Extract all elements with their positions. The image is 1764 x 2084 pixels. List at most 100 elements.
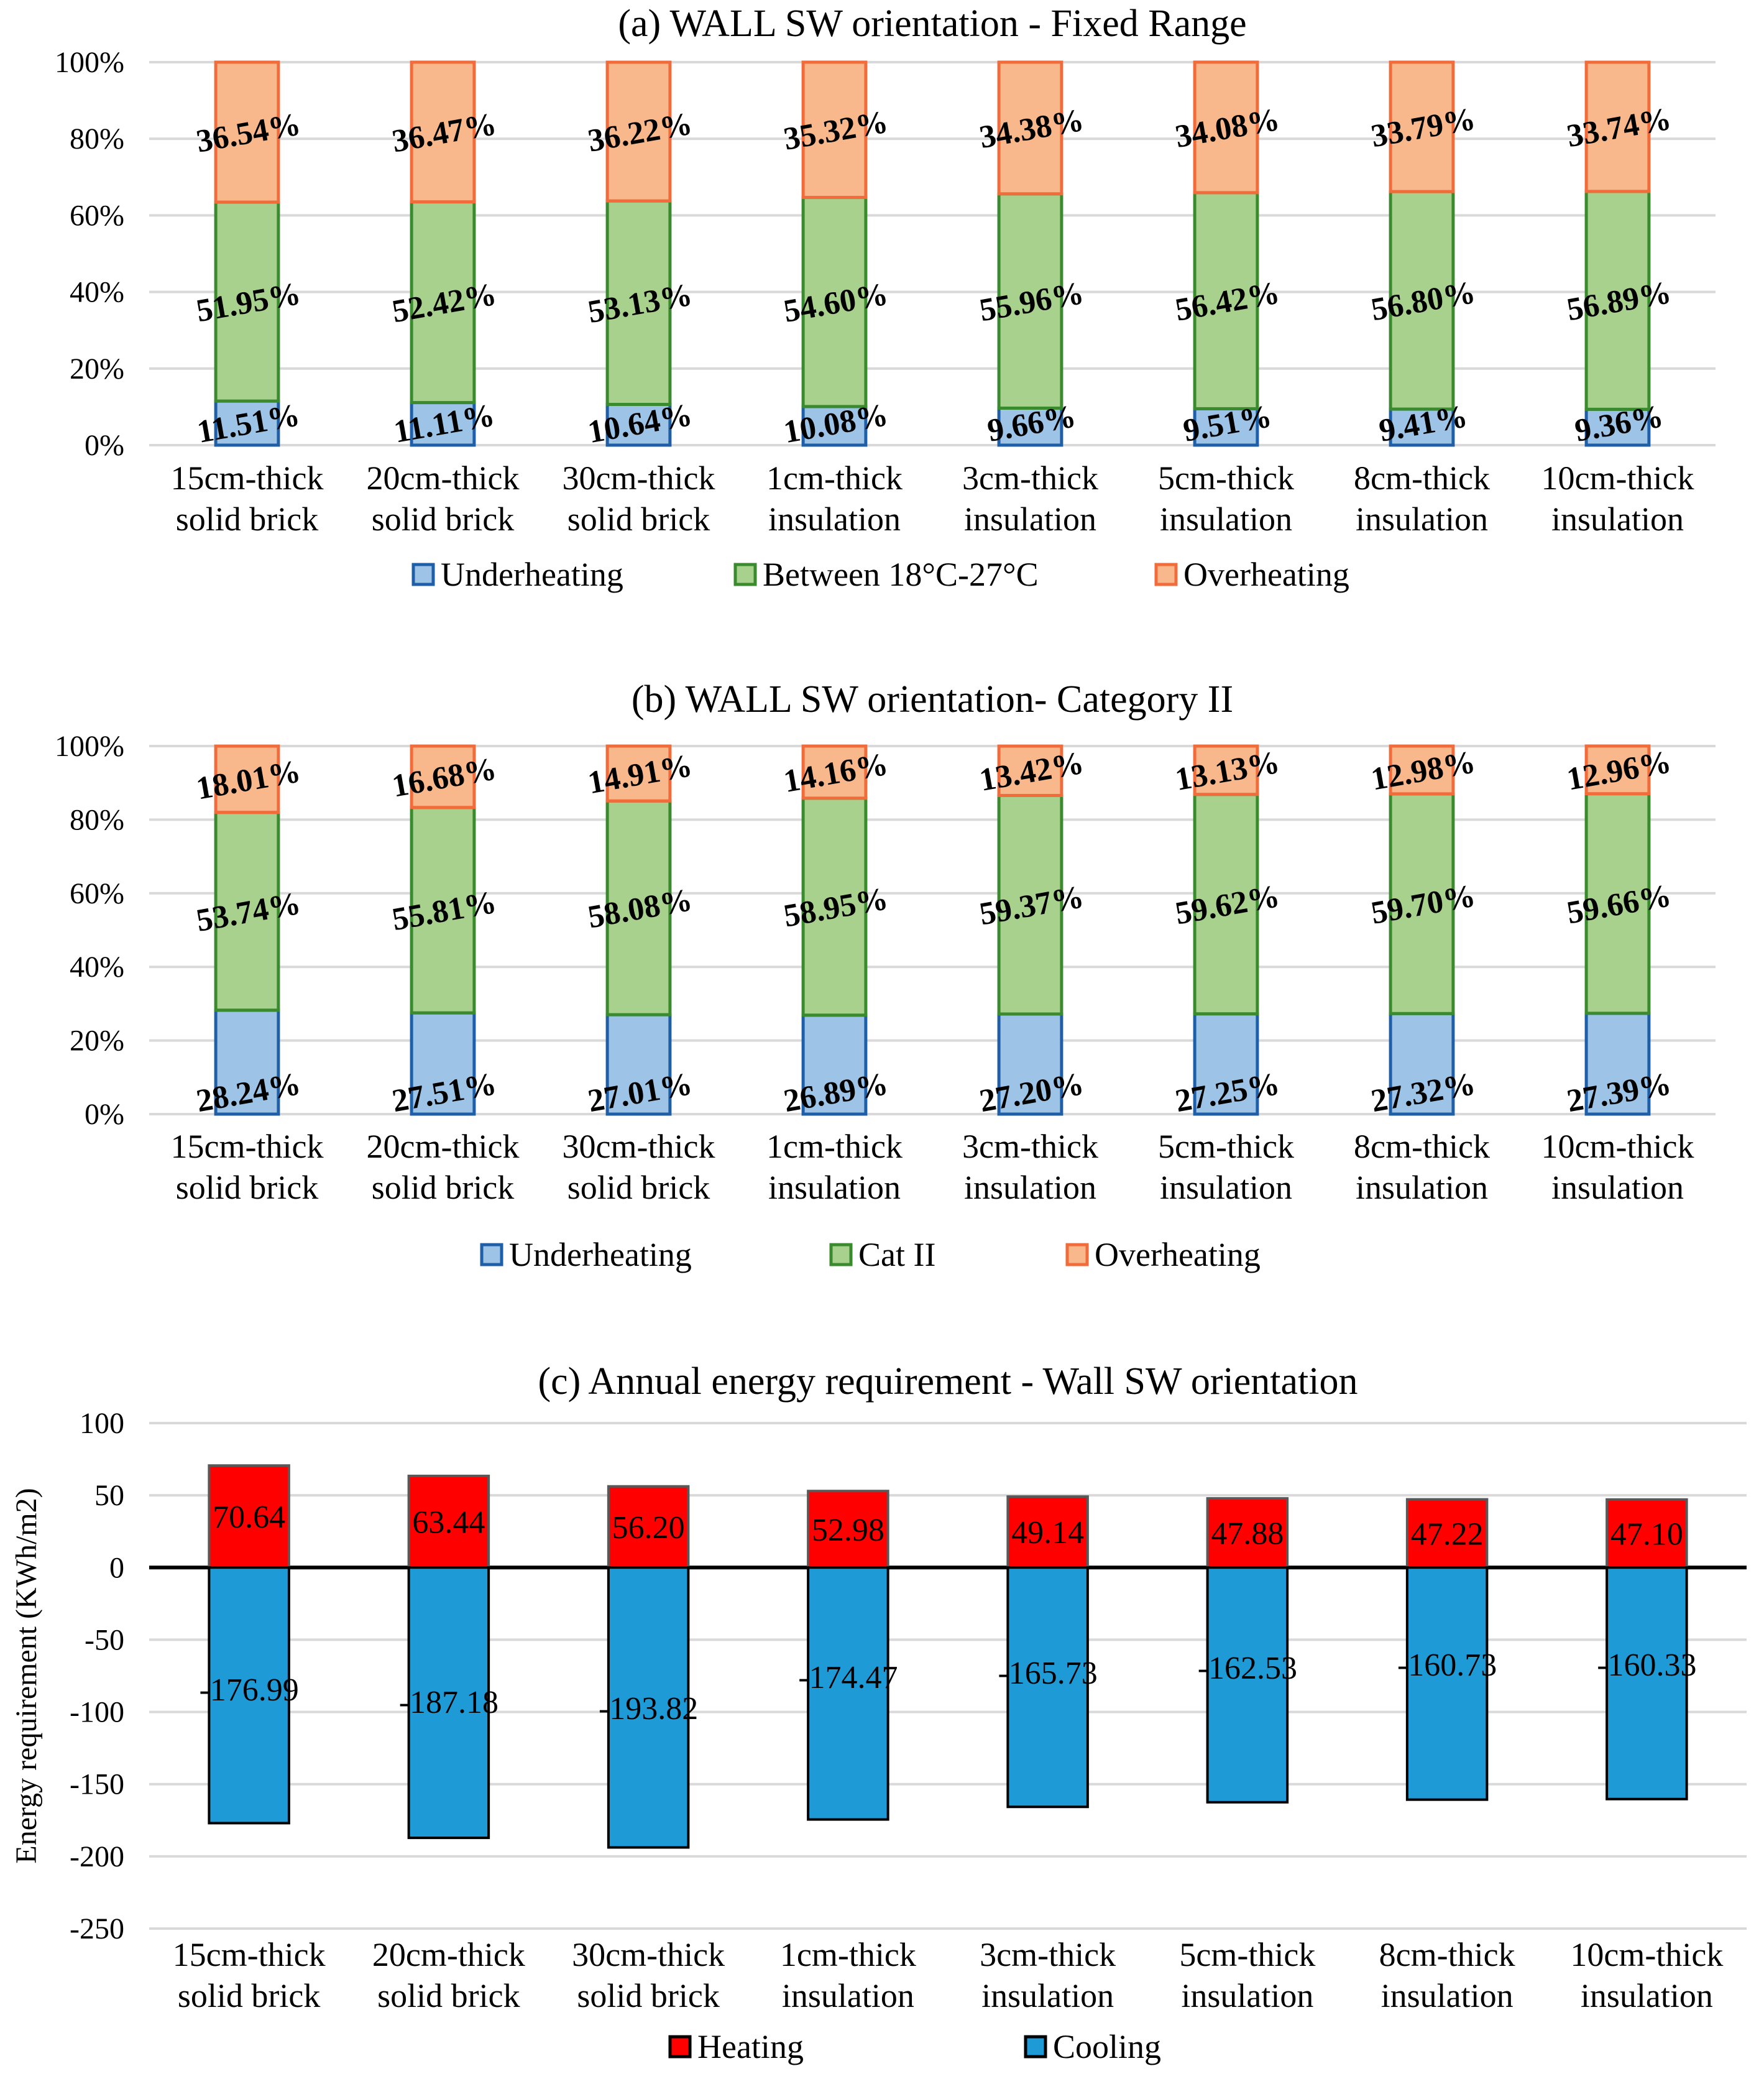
- bar-overheating: [214, 60, 280, 204]
- x-category-label: 5cm-thick: [1179, 1936, 1315, 1973]
- y-tick-label: 0%: [85, 1098, 124, 1131]
- x-category-label: insulation: [1551, 1169, 1684, 1206]
- y-tick-label: 100%: [55, 730, 124, 763]
- bar-cat-ii: [1389, 792, 1455, 1015]
- bar-cat-ii: [410, 806, 476, 1015]
- legend-label: Cat II: [858, 1236, 935, 1273]
- bar-underheating: [1584, 407, 1651, 447]
- data-label: -162.53: [1198, 1651, 1297, 1686]
- x-category-label: solid brick: [176, 500, 318, 538]
- y-tick-label: 60%: [70, 877, 124, 910]
- data-label: 63.44: [412, 1505, 485, 1541]
- x-category-label: 1cm-thick: [766, 459, 903, 497]
- x-category-label: insulation: [1356, 500, 1488, 538]
- bar-underheating: [410, 401, 476, 447]
- x-category-label: insulation: [1356, 1169, 1488, 1206]
- chart-title: (b) WALL SW orientation- Category II: [632, 678, 1233, 721]
- x-category-label: solid brick: [176, 1169, 318, 1206]
- bar-overheating: [605, 744, 672, 803]
- legend-swatch: [1154, 563, 1178, 586]
- bar-overheating: [1584, 60, 1651, 193]
- data-label: 52.98: [812, 1513, 884, 1548]
- y-tick-label: 20%: [70, 1025, 124, 1058]
- x-category-label: 30cm-thick: [572, 1936, 725, 1973]
- x-category-label: solid brick: [567, 500, 710, 538]
- legend-label: Underheating: [509, 1236, 692, 1273]
- bar-heating: [1405, 1498, 1489, 1569]
- y-tick-label: 60%: [70, 199, 124, 232]
- y-tick-label: 20%: [70, 353, 124, 385]
- x-category-label: insulation: [1160, 1169, 1292, 1206]
- data-label: -193.82: [599, 1691, 698, 1727]
- bar-cooling: [607, 1566, 690, 1849]
- y-tick-label: -50: [85, 1623, 124, 1656]
- y-tick-label: 100: [80, 1407, 124, 1440]
- x-category-label: 1cm-thick: [780, 1936, 916, 1973]
- bar-underheating: [410, 1011, 476, 1116]
- x-category-label: insulation: [1581, 1977, 1713, 2014]
- legend-label: Underheating: [441, 556, 623, 593]
- chart-c: (c) Annual energy requirement - Wall SW …: [10, 1360, 1747, 2065]
- x-category-label: insulation: [964, 1169, 1096, 1206]
- y-tick-label: 100%: [55, 46, 124, 79]
- x-category-label: 1cm-thick: [766, 1128, 903, 1165]
- legend-label: Overheating: [1183, 556, 1349, 593]
- bar-between-18-c-27-c: [605, 199, 672, 406]
- x-category-label: 20cm-thick: [372, 1936, 525, 1973]
- y-tick-label: 0: [109, 1551, 124, 1584]
- x-category-label: insulation: [1181, 1977, 1313, 2014]
- data-label: -176.99: [199, 1672, 298, 1708]
- x-category-label: solid brick: [372, 500, 514, 538]
- x-category-label: 10cm-thick: [1541, 459, 1694, 497]
- x-category-label: 3cm-thick: [980, 1936, 1116, 1973]
- bar-underheating: [1389, 1012, 1455, 1116]
- x-category-label: insulation: [1381, 1977, 1514, 2014]
- bar-cat-ii: [801, 796, 868, 1017]
- legend-swatch: [733, 563, 757, 586]
- x-category-label: insulation: [981, 1977, 1114, 2014]
- bar-underheating: [214, 1008, 280, 1116]
- bar-cooling: [407, 1566, 490, 1840]
- bar-cooling: [807, 1566, 889, 1821]
- x-category-label: 8cm-thick: [1354, 459, 1490, 497]
- legend-swatch: [668, 2035, 692, 2059]
- data-label: -160.73: [1397, 1648, 1497, 1683]
- bar-heating: [208, 1464, 290, 1569]
- data-label: 47.22: [1411, 1516, 1484, 1552]
- bar-overheating: [997, 60, 1063, 196]
- bar-underheating: [801, 1013, 868, 1116]
- x-category-label: 8cm-thick: [1354, 1128, 1490, 1165]
- bar-between-18-c-27-c: [214, 200, 280, 403]
- legend-label: Heating: [697, 2028, 804, 2065]
- bar-overheating: [605, 60, 672, 203]
- data-label: -160.33: [1597, 1648, 1696, 1683]
- bar-heating: [407, 1474, 490, 1569]
- bar-heating: [1206, 1497, 1289, 1569]
- x-category-label: insulation: [768, 500, 901, 538]
- x-category-label: 10cm-thick: [1541, 1128, 1694, 1165]
- x-category-label: solid brick: [577, 1977, 719, 2014]
- bar-between-18-c-27-c: [801, 196, 868, 408]
- y-tick-label: -250: [70, 1912, 124, 1945]
- chart-b: (b) WALL SW orientation- Category II 0% 20…: [55, 678, 1716, 1273]
- x-category-label: 5cm-thick: [1158, 1128, 1294, 1165]
- x-category-label: insulation: [1160, 500, 1292, 538]
- bar-cooling: [1606, 1566, 1688, 1800]
- bar-heating: [607, 1485, 690, 1569]
- x-category-label: insulation: [768, 1169, 901, 1206]
- data-label: 49.14: [1011, 1515, 1084, 1551]
- bar-overheating: [1193, 744, 1259, 796]
- bar-overheating: [1389, 744, 1455, 796]
- chart-title: (a) WALL SW orientation - Fixed Range: [618, 2, 1246, 45]
- legend-label: Between 18°C-27°C: [763, 556, 1039, 593]
- bar-overheating: [801, 744, 868, 800]
- bar-cat-ii: [1584, 792, 1651, 1015]
- legend: Heating Cooling: [668, 2028, 1161, 2065]
- bar-cat-ii: [605, 799, 672, 1017]
- bar-cooling: [1206, 1566, 1289, 1804]
- y-tick-label: -150: [70, 1768, 124, 1801]
- y-tick-label: -100: [70, 1696, 124, 1729]
- x-category-label: 15cm-thick: [171, 459, 324, 497]
- bar-heating: [807, 1490, 889, 1569]
- bar-cooling: [1006, 1566, 1089, 1809]
